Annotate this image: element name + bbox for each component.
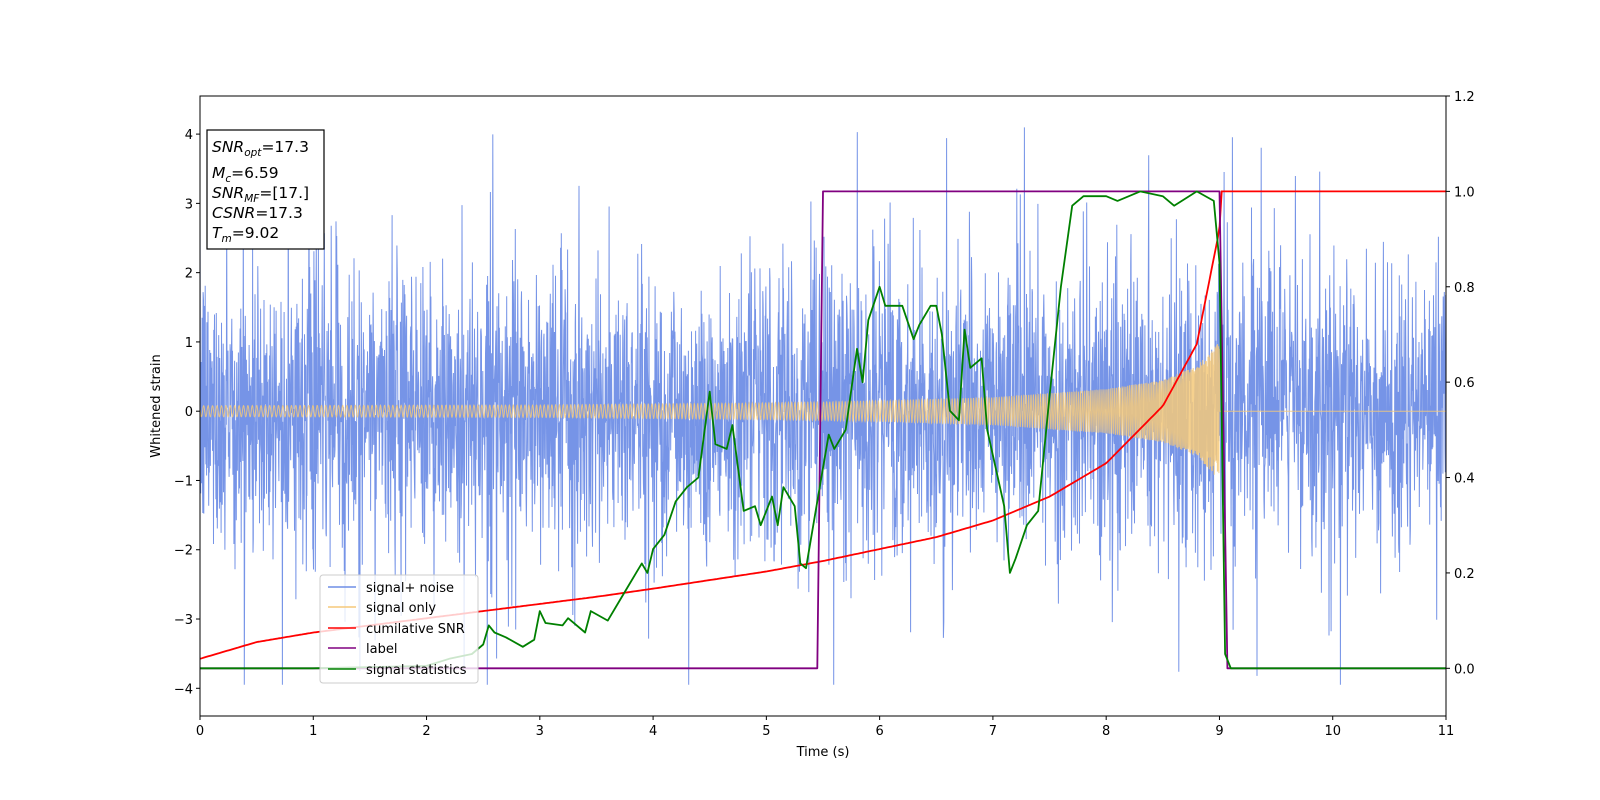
x-axis-title: Time (s) <box>796 745 850 760</box>
y-tick-label--3: −3 <box>174 613 193 628</box>
y-tick-label--4: −4 <box>174 682 193 697</box>
y2-tick-label-1.2: 1.2 <box>1454 90 1475 105</box>
plot-frame <box>199 95 1447 717</box>
info-mc: Mc=6.59 <box>212 164 279 185</box>
x-tick-label-5: 5 <box>762 724 770 739</box>
legend-frame <box>319 574 479 684</box>
x-tick-label-7: 7 <box>989 724 997 739</box>
x-tick-label-6: 6 <box>875 724 883 739</box>
y2-tick-label-0.4: 0.4 <box>1454 472 1475 487</box>
y-tick-label--2: −2 <box>174 544 193 559</box>
y-axis-left: −4 −3 −2 −1 0 1 2 3 4 <box>174 128 200 697</box>
series-signal-only <box>200 343 1446 475</box>
x-tick-label-11: 11 <box>1438 724 1455 739</box>
y-tick-label-1: 1 <box>185 336 193 351</box>
info-box-frame <box>206 129 325 250</box>
y-tick-label-3: 3 <box>185 197 193 212</box>
info-tm: Tm=9.02 <box>212 224 279 245</box>
x-tick-label-3: 3 <box>536 724 544 739</box>
x-tick-label-1: 1 <box>309 724 317 739</box>
y2-tick-label-0.8: 0.8 <box>1454 281 1475 296</box>
y-axis-right: 0.0 0.2 0.4 0.6 0.8 1.0 1.2 <box>1446 90 1475 677</box>
y-tick-label--1: −1 <box>174 474 193 489</box>
x-tick-label-4: 4 <box>649 724 657 739</box>
legend-label-signal-only: signal only <box>366 601 436 616</box>
y2-tick-label-0.0: 0.0 <box>1454 662 1475 677</box>
x-tick-label-0: 0 <box>196 724 204 739</box>
y-tick-label-4: 4 <box>185 128 193 143</box>
info-snr-mf: SNRMF=[17.] <box>212 184 309 205</box>
series-signal-noise <box>200 127 1446 685</box>
info-csnr: CSNR=17.3 <box>212 204 303 222</box>
y2-tick-label-0.2: 0.2 <box>1454 567 1475 582</box>
legend-label-cumulative-snr: cumilative SNR <box>366 622 465 637</box>
legend: signal+ noise signal only cumilative SNR… <box>319 574 479 684</box>
y2-tick-label-1.0: 1.0 <box>1454 185 1475 200</box>
y-tick-label-2: 2 <box>185 267 193 282</box>
legend-label-signal-statistics: signal statistics <box>366 663 467 678</box>
legend-label-signal-noise: signal+ noise <box>366 581 454 596</box>
x-tick-label-10: 10 <box>1324 724 1341 739</box>
y-tick-label-0: 0 <box>185 405 193 420</box>
y2-tick-label-0.6: 0.6 <box>1454 376 1475 391</box>
series-signal-statistics <box>200 190 1446 670</box>
y-axis-title: Whitened strain <box>149 354 164 457</box>
x-tick-label-2: 2 <box>422 724 430 739</box>
x-tick-label-8: 8 <box>1102 724 1110 739</box>
info-snr-opt: SNRopt=17.3 <box>212 138 309 159</box>
legend-label-label: label <box>366 642 397 657</box>
info-box: SNRopt=17.3 Mc=6.59 SNRMF=[17.] CSNR=17.… <box>206 129 325 250</box>
x-axis: 0 1 2 3 4 5 6 7 8 9 10 11 <box>196 716 1454 739</box>
x-tick-label-9: 9 <box>1215 724 1223 739</box>
